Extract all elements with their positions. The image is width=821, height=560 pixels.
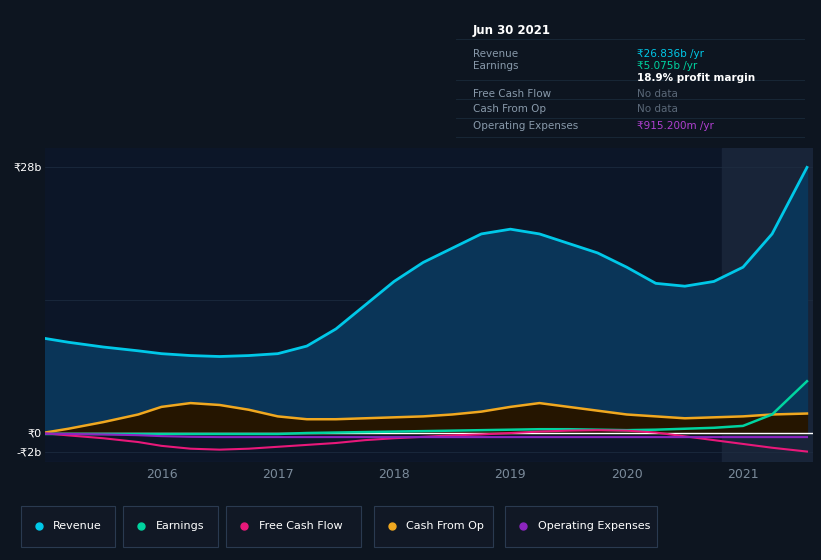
Bar: [226, 506, 361, 547]
Text: Operating Expenses: Operating Expenses: [538, 521, 650, 531]
Text: ₹28b: ₹28b: [13, 162, 41, 172]
Text: Cash From Op: Cash From Op: [473, 104, 546, 114]
Text: 18.9% profit margin: 18.9% profit margin: [637, 73, 755, 83]
Text: 2016: 2016: [145, 468, 177, 480]
Text: Free Cash Flow: Free Cash Flow: [259, 521, 342, 531]
Text: 2017: 2017: [262, 468, 294, 480]
Bar: [21, 506, 115, 547]
Text: ₹915.200m /yr: ₹915.200m /yr: [637, 122, 714, 132]
Text: Free Cash Flow: Free Cash Flow: [473, 88, 551, 99]
Text: 2019: 2019: [494, 468, 526, 480]
Text: Cash From Op: Cash From Op: [406, 521, 484, 531]
Text: Earnings: Earnings: [156, 521, 204, 531]
Text: ₹5.075b /yr: ₹5.075b /yr: [637, 61, 697, 71]
Bar: [722, 148, 813, 462]
Text: Revenue: Revenue: [473, 49, 518, 59]
Text: Jun 30 2021: Jun 30 2021: [473, 24, 551, 36]
Text: No data: No data: [637, 104, 678, 114]
Text: Earnings: Earnings: [473, 61, 519, 71]
Text: 2018: 2018: [378, 468, 410, 480]
Text: ₹26.836b /yr: ₹26.836b /yr: [637, 49, 704, 59]
Text: 2021: 2021: [727, 468, 759, 480]
Text: Revenue: Revenue: [53, 521, 102, 531]
Text: 2020: 2020: [611, 468, 643, 480]
Text: -₹2b: -₹2b: [16, 447, 41, 458]
Bar: [374, 506, 493, 547]
Text: Operating Expenses: Operating Expenses: [473, 122, 578, 132]
Text: ₹0: ₹0: [27, 428, 41, 438]
Bar: [505, 506, 657, 547]
Bar: [123, 506, 218, 547]
Text: No data: No data: [637, 88, 678, 99]
